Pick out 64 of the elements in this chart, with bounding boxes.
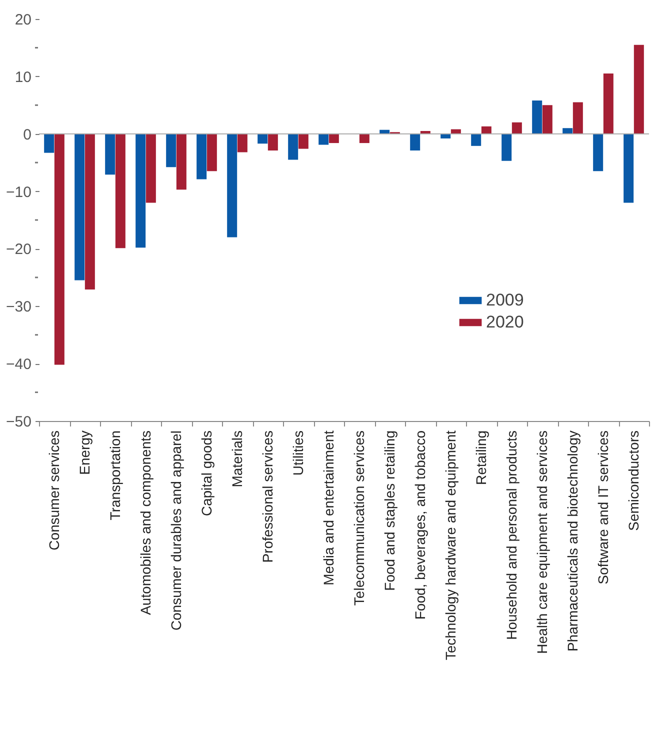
bar (268, 134, 278, 151)
legend-label: 2009 (486, 290, 524, 310)
bar (502, 134, 512, 161)
y-tick-label: 10 (14, 68, 32, 86)
bar (471, 134, 482, 146)
y-tick-label: −40 (6, 356, 32, 374)
bar (328, 134, 339, 144)
bar (624, 134, 634, 203)
x-tick-label: Health care equipment and services (534, 430, 550, 654)
bar (593, 134, 604, 172)
bar (532, 100, 542, 134)
bar (206, 134, 217, 172)
x-tick-label: Automobiles and components (137, 430, 154, 615)
y-tick-label: −50 (6, 414, 32, 430)
x-tick-label: Utilities (290, 430, 306, 476)
bar (562, 128, 573, 134)
bar (258, 134, 268, 144)
x-tick-label: Food and staples retailing (381, 430, 398, 591)
legend-label: 2020 (486, 312, 524, 332)
bar (481, 126, 492, 134)
bar (572, 102, 583, 134)
x-tick-label: Energy (76, 430, 92, 475)
x-tick-label: Professional services (259, 430, 276, 563)
x-tick-label: Software and IT services (594, 430, 611, 584)
bar (84, 134, 95, 290)
bar (136, 134, 146, 248)
x-tick-label: Telecommunication services (350, 430, 367, 606)
bar (318, 134, 329, 145)
bar (54, 134, 64, 365)
bar (146, 134, 156, 203)
bar (288, 134, 298, 160)
bar (359, 134, 370, 144)
x-tick-label: Retailing (472, 430, 489, 485)
x-tick-label: Materials (228, 430, 245, 488)
bar (603, 74, 614, 134)
x-tick-label: Transportation (106, 430, 123, 520)
bar (44, 134, 54, 153)
bar (196, 134, 207, 180)
x-tick-label: Capital goods (198, 430, 214, 516)
y-tick-label: 0 (23, 126, 32, 144)
bar (237, 134, 248, 152)
x-tick-label: Semiconductors (625, 430, 642, 531)
y-tick-label: −20 (6, 241, 32, 258)
y-tick-label: −30 (6, 298, 32, 316)
y-tick-label: 20 (14, 12, 32, 28)
x-tick-label: Consumer services (46, 430, 62, 550)
bar (176, 134, 186, 190)
x-tick-label: Food, beverages, and tobacco (412, 430, 428, 620)
bar (115, 134, 126, 248)
bar (166, 134, 176, 168)
bar (298, 134, 308, 149)
bar (227, 134, 238, 238)
bar (74, 134, 85, 280)
x-tick-label: Pharmaceuticals and biotechnology (564, 430, 580, 652)
bar (512, 122, 522, 134)
y-tick-label: −10 (6, 184, 32, 201)
bar (410, 134, 420, 151)
x-tick-label: Media and entertainment (320, 430, 336, 586)
bar (634, 44, 644, 134)
bar (105, 134, 116, 175)
x-tick-label: Technology hardware and equipment (442, 430, 458, 660)
bar (542, 105, 552, 134)
x-tick-label: Consumer durables and apparel (168, 430, 184, 631)
x-tick-label: Household and personal products (503, 430, 520, 640)
